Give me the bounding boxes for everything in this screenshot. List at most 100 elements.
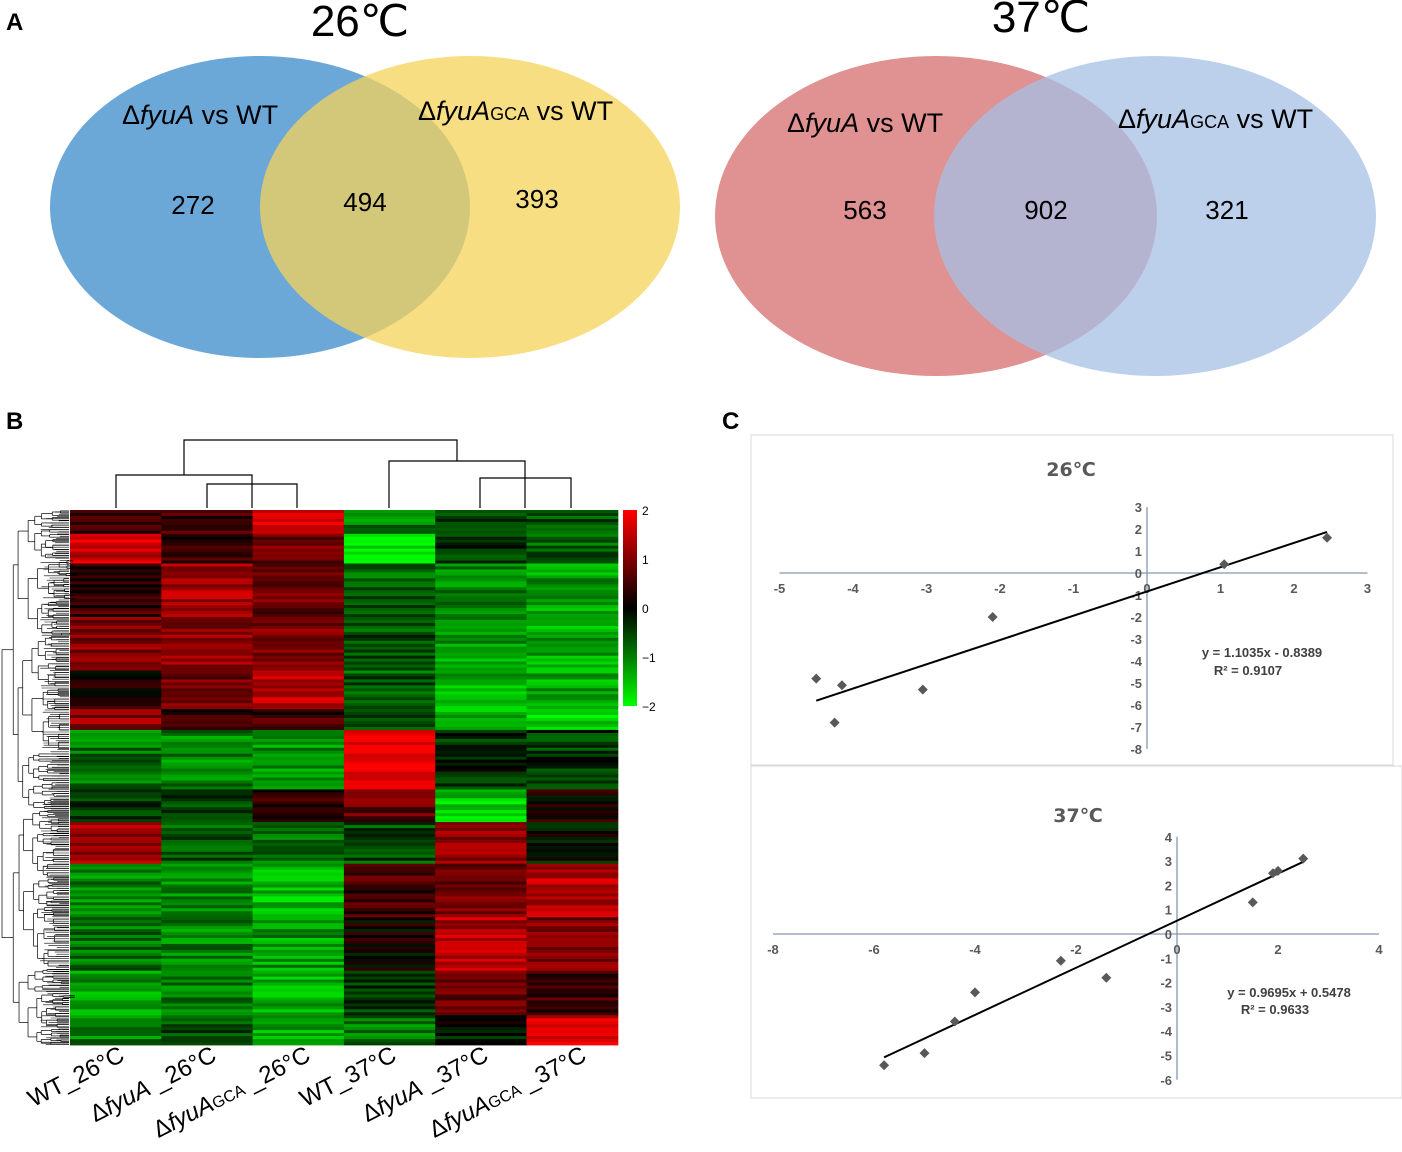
scatter-y-tick-label: -7 bbox=[1130, 720, 1142, 735]
heatmap-cell bbox=[526, 1015, 619, 1019]
heatmap-cell bbox=[343, 753, 436, 758]
heatmap-cell bbox=[70, 765, 162, 769]
heatmap-cell bbox=[526, 643, 619, 648]
heatmap-cell bbox=[70, 729, 162, 734]
heatmap-cell bbox=[252, 673, 345, 677]
heatmap-cell bbox=[526, 688, 619, 692]
heatmap-cell bbox=[70, 857, 162, 862]
heatmap-cell bbox=[161, 825, 254, 829]
heatmap-cell bbox=[435, 697, 527, 701]
heatmap-cell bbox=[435, 744, 527, 749]
heatmap-cell bbox=[343, 1003, 436, 1007]
heatmap-cell bbox=[70, 896, 162, 900]
heatmap-cell bbox=[343, 625, 436, 630]
heatmap-cell bbox=[161, 533, 254, 538]
heatmap-cell bbox=[70, 709, 162, 713]
heatmap-cell bbox=[70, 572, 162, 576]
heatmap-cell bbox=[70, 938, 162, 942]
heatmap-cell bbox=[252, 828, 345, 832]
heatmap-cell bbox=[252, 563, 345, 567]
heatmap-cell bbox=[252, 575, 345, 579]
heatmap-cell bbox=[526, 726, 619, 731]
heatmap-cell bbox=[435, 667, 527, 671]
heatmap-cell bbox=[70, 887, 162, 891]
scatter-point bbox=[1298, 853, 1309, 864]
heatmap-cell bbox=[70, 789, 162, 793]
heatmap-cell bbox=[161, 524, 254, 529]
heatmap-cell bbox=[435, 643, 527, 648]
heatmap-cell bbox=[343, 637, 436, 642]
heatmap-cell bbox=[161, 536, 254, 541]
heatmap-cell bbox=[161, 554, 254, 558]
heatmap-cell bbox=[252, 813, 345, 817]
heatmap-cell bbox=[435, 1042, 527, 1046]
heatmap-cell bbox=[161, 792, 254, 796]
heatmap-cell bbox=[70, 747, 162, 752]
heatmap-cell bbox=[70, 783, 162, 787]
heatmap-cell bbox=[343, 801, 436, 805]
heatmap-cell bbox=[70, 652, 162, 657]
heatmap-cell bbox=[435, 1012, 527, 1016]
heatmap-cell bbox=[70, 533, 162, 538]
heatmap-cell bbox=[343, 828, 436, 832]
heatmap-cell bbox=[252, 899, 345, 903]
heatmap-cell bbox=[435, 741, 527, 746]
heatmap-cell bbox=[161, 1024, 254, 1028]
heatmap-cell bbox=[435, 554, 527, 558]
heatmap-cell bbox=[70, 622, 162, 627]
heatmap-cell bbox=[435, 715, 527, 719]
heatmap-cell bbox=[70, 833, 162, 838]
heatmap-cell bbox=[161, 682, 254, 686]
heatmap-cell bbox=[526, 952, 619, 957]
heatmap-cell bbox=[526, 780, 619, 784]
heatmap-cell bbox=[435, 896, 527, 900]
heatmap-cell bbox=[526, 825, 619, 829]
heatmap-cell bbox=[161, 741, 254, 746]
scatter-y-tick-label: 4 bbox=[1165, 830, 1173, 845]
heatmap-cell bbox=[161, 628, 254, 633]
heatmap-cell bbox=[435, 673, 527, 677]
heatmap-cell bbox=[161, 515, 254, 520]
heatmap-cell bbox=[343, 611, 436, 615]
heatmap-cell bbox=[526, 661, 619, 665]
heatmap-cell bbox=[526, 949, 619, 954]
heatmap-cell bbox=[252, 729, 345, 734]
heatmap-cell bbox=[161, 744, 254, 749]
heatmap-cell bbox=[252, 851, 345, 856]
heatmap-cell bbox=[435, 914, 527, 918]
heatmap-cell bbox=[70, 732, 162, 737]
heatmap-cell bbox=[435, 786, 527, 790]
heatmap-cell bbox=[435, 908, 527, 912]
heatmap-cell bbox=[70, 1009, 162, 1013]
heatmap-cell bbox=[252, 961, 345, 966]
heatmap-cell bbox=[70, 741, 162, 746]
heatmap-cell bbox=[343, 952, 436, 957]
scatter-point bbox=[1055, 955, 1066, 966]
heatmap-cell bbox=[343, 718, 436, 722]
heatmap-cell bbox=[161, 777, 254, 781]
heatmap-cell bbox=[343, 994, 436, 998]
heatmap-cell bbox=[343, 863, 436, 868]
heatmap-cell bbox=[526, 673, 619, 677]
heatmap-cell bbox=[435, 750, 527, 755]
heatmap-cell bbox=[526, 614, 619, 618]
heatmap-cell bbox=[161, 605, 254, 609]
heatmap-cell bbox=[435, 836, 527, 841]
scatter-x-tick-label: -8 bbox=[767, 942, 779, 957]
heatmap-cell bbox=[343, 721, 436, 725]
heatmap-cell bbox=[526, 842, 619, 847]
heatmap-cell bbox=[526, 768, 619, 772]
heatmap-cell bbox=[252, 1015, 345, 1019]
heatmap-cell bbox=[161, 765, 254, 769]
heatmap-cell bbox=[435, 816, 527, 820]
heatmap-cell bbox=[161, 688, 254, 692]
heatmap-cell bbox=[435, 533, 527, 538]
heatmap-cell bbox=[252, 584, 345, 588]
heatmap-cell bbox=[526, 617, 619, 621]
scatter-y-tick-label: -2 bbox=[1130, 610, 1142, 625]
heatmap-cell bbox=[161, 1027, 254, 1031]
heatmap-cell bbox=[343, 596, 436, 600]
heatmap-cell bbox=[252, 744, 345, 749]
heatmap-cell bbox=[70, 970, 162, 975]
